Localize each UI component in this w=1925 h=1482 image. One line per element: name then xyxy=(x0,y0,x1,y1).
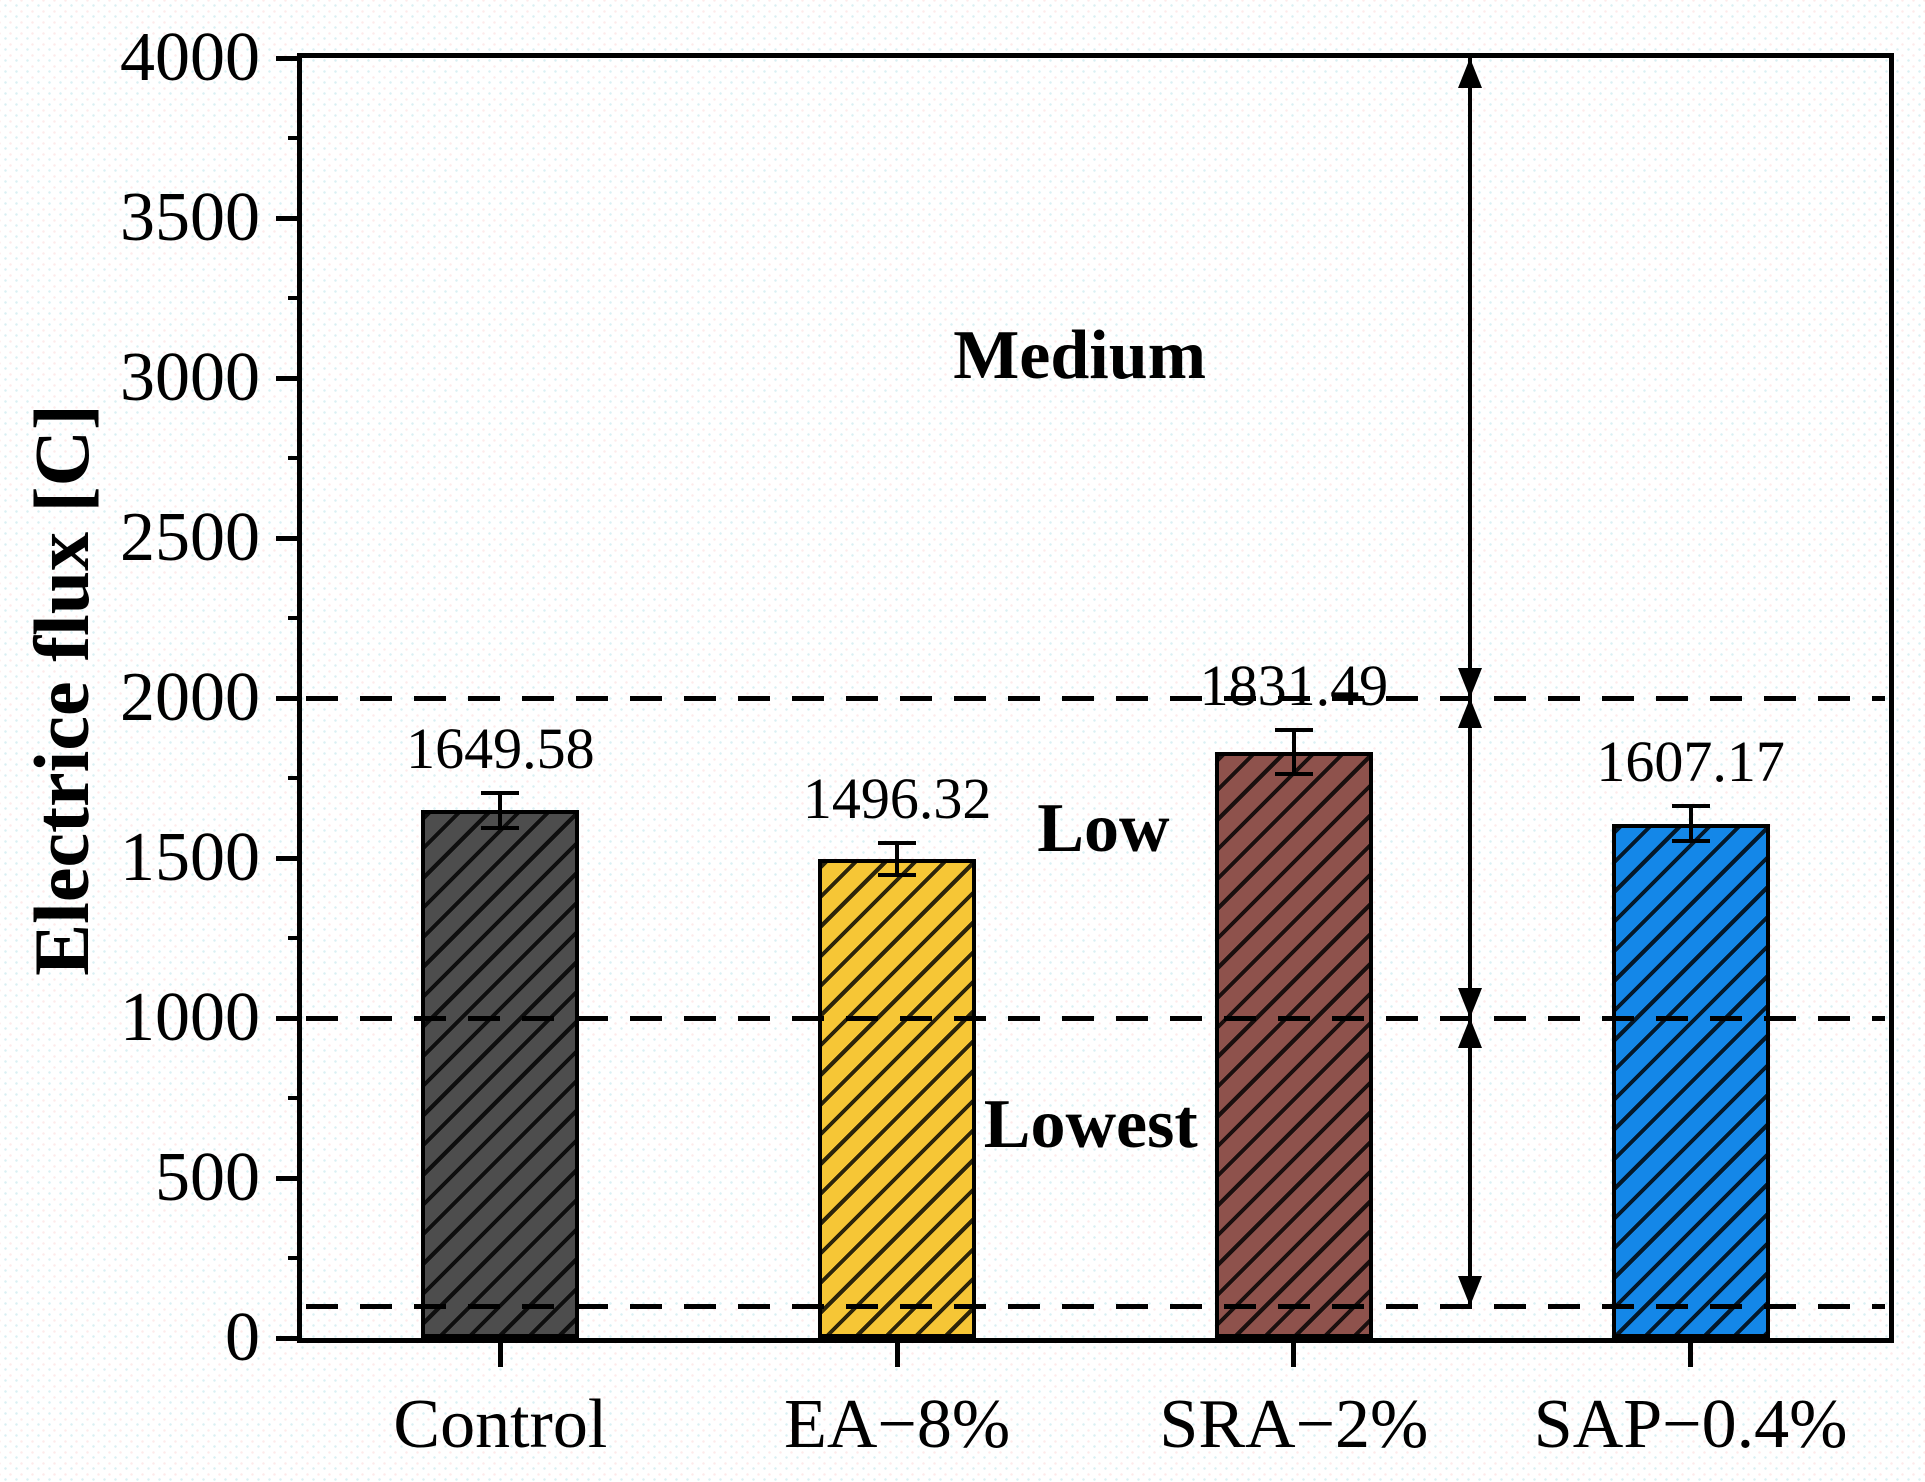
range-arrow-line xyxy=(1468,58,1473,698)
range-arrow-head-down xyxy=(1458,668,1483,698)
range-arrow-head-up xyxy=(1458,58,1483,88)
reference-line xyxy=(306,1015,1885,1021)
range-arrow-head-down xyxy=(1458,1276,1483,1306)
region-label: Low xyxy=(1037,790,1170,868)
y-axis-tick-label: 0 xyxy=(225,1299,260,1376)
y-axis-tick xyxy=(276,1335,302,1341)
range-arrow-head-up xyxy=(1458,698,1483,728)
y-axis-minor-tick xyxy=(288,776,302,780)
y-axis-minor-tick xyxy=(288,1096,302,1100)
y-axis-tick-label: 500 xyxy=(155,1139,260,1216)
y-axis-tick-label: 2500 xyxy=(120,499,260,576)
error-bar-cap xyxy=(878,873,917,878)
x-axis-tick-label: SRA−2% xyxy=(1159,1386,1429,1463)
y-axis-tick xyxy=(276,375,302,381)
range-arrow-line xyxy=(1468,698,1473,1018)
x-axis-tick xyxy=(497,1341,503,1367)
x-axis-tick-label: SAP−0.4% xyxy=(1533,1386,1848,1463)
range-arrow-head-up xyxy=(1458,1018,1483,1048)
range-arrow-head-down xyxy=(1458,988,1483,1018)
range-arrow-line xyxy=(1468,1018,1473,1306)
x-axis-tick xyxy=(1291,1341,1297,1367)
bar xyxy=(818,859,977,1338)
error-bar-cap xyxy=(1671,839,1710,844)
y-axis-tick-label: 2000 xyxy=(120,659,260,736)
bar-value-label: 1831.49 xyxy=(1199,652,1389,718)
y-axis-minor-tick xyxy=(288,136,302,140)
reference-line xyxy=(306,1303,1885,1309)
region-label: Lowest xyxy=(983,1086,1198,1164)
y-axis-tick-label: 1500 xyxy=(120,819,260,896)
y-axis-tick xyxy=(276,535,302,541)
error-bar-cap xyxy=(481,790,520,795)
bar-value-label: 1607.17 xyxy=(1596,729,1785,795)
y-axis-tick xyxy=(276,1175,302,1181)
x-axis-tick xyxy=(1688,1341,1694,1367)
error-bar-cap xyxy=(1274,772,1313,777)
error-bar-cap xyxy=(878,841,917,846)
bar xyxy=(1611,823,1770,1338)
error-bar-cap xyxy=(1274,727,1313,732)
error-bar-cap xyxy=(481,825,520,830)
x-axis-tick xyxy=(894,1341,900,1367)
error-bar-stem xyxy=(1291,729,1296,775)
error-bar-cap xyxy=(1671,804,1710,809)
y-axis-tick-label: 3500 xyxy=(120,179,260,256)
bar-value-label: 1496.32 xyxy=(802,766,992,832)
y-axis-tick xyxy=(276,215,302,221)
y-axis-tick xyxy=(276,55,302,61)
y-axis-minor-tick xyxy=(288,1256,302,1260)
y-axis-tick-label: 1000 xyxy=(120,979,260,1056)
error-bar-stem xyxy=(1688,806,1693,842)
x-axis-tick-label: EA−8% xyxy=(784,1386,1011,1463)
y-axis-tick xyxy=(276,1015,302,1021)
reference-line xyxy=(306,695,1885,701)
y-axis-tick-label: 4000 xyxy=(120,19,260,96)
y-axis-tick xyxy=(276,695,302,701)
bar xyxy=(421,810,580,1338)
bar-value-label: 1649.58 xyxy=(406,715,595,781)
region-label: Medium xyxy=(953,316,1207,394)
y-axis-minor-tick xyxy=(288,296,302,300)
bar xyxy=(1214,751,1373,1338)
y-axis-minor-tick xyxy=(288,936,302,940)
y-axis-minor-tick xyxy=(288,616,302,620)
y-axis-tick-label: 3000 xyxy=(120,339,260,416)
x-axis-tick-label: Control xyxy=(393,1386,608,1463)
y-axis-tick xyxy=(276,855,302,861)
error-bar-stem xyxy=(498,792,503,828)
y-axis-minor-tick xyxy=(288,456,302,460)
error-bar-stem xyxy=(895,843,900,876)
